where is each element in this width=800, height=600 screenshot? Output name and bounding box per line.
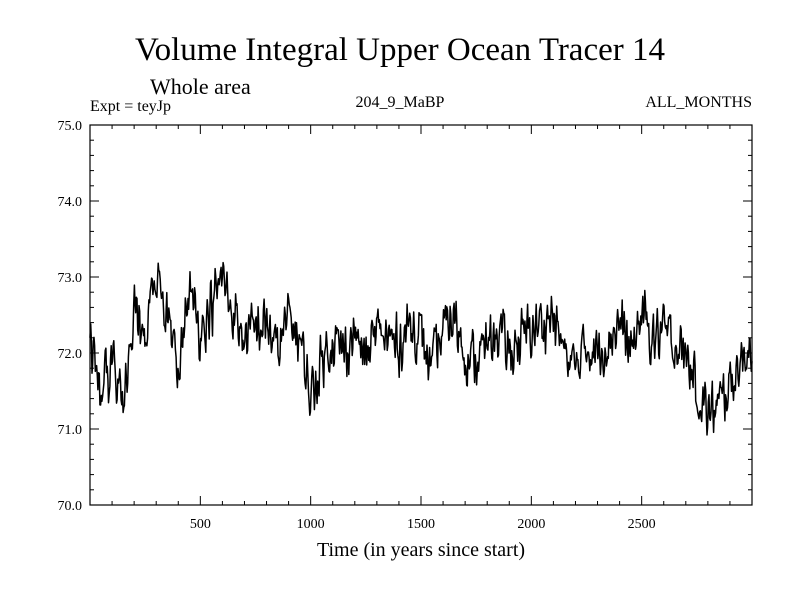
chart-subtitle: Whole area: [150, 74, 251, 99]
x-tick-label: 1000: [297, 517, 325, 532]
run-label: 204_9_MaBP: [355, 94, 445, 111]
x-axis-ticks: 500 1000 1500 2000 2500: [111, 125, 731, 532]
y-tick-label: 71.0: [58, 423, 83, 438]
y-tick-label: 72.0: [58, 347, 83, 362]
y-tick-label: 70.0: [58, 499, 83, 514]
series-line: [89, 261, 753, 436]
y-axis-ticks: 70.0 71.0 72.0 73.0 74.0 75.0: [58, 119, 752, 514]
x-axis-label: Time (in years since start): [316, 539, 526, 561]
chart-title: Volume Integral Upper Ocean Tracer 14: [135, 32, 665, 68]
y-tick-label: 73.0: [58, 271, 83, 286]
experiment-label: Expt = teyJp: [90, 98, 172, 115]
x-tick-label: 500: [190, 517, 211, 532]
months-label: ALL_MONTHS: [645, 94, 752, 111]
y-tick-label: 75.0: [58, 119, 83, 134]
x-tick-label: 2000: [517, 517, 545, 532]
y-tick-label: 74.0: [58, 195, 83, 210]
x-tick-label: 2500: [628, 517, 656, 532]
x-tick-label: 1500: [407, 517, 435, 532]
